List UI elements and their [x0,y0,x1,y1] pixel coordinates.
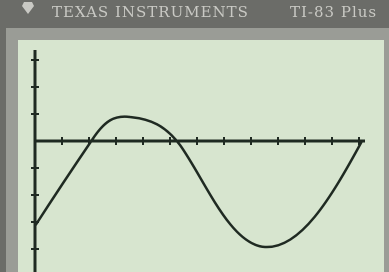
brand-text: TEXAS INSTRUMENTS [52,3,249,21]
model-text: TI-83 Plus [290,3,377,21]
screen [18,40,384,272]
page: {"header": {"brand": "TEXAS INSTRUMENTS"… [0,0,389,272]
calculator-photo: TEXAS INSTRUMENTS TI-83 Plus [0,0,389,272]
